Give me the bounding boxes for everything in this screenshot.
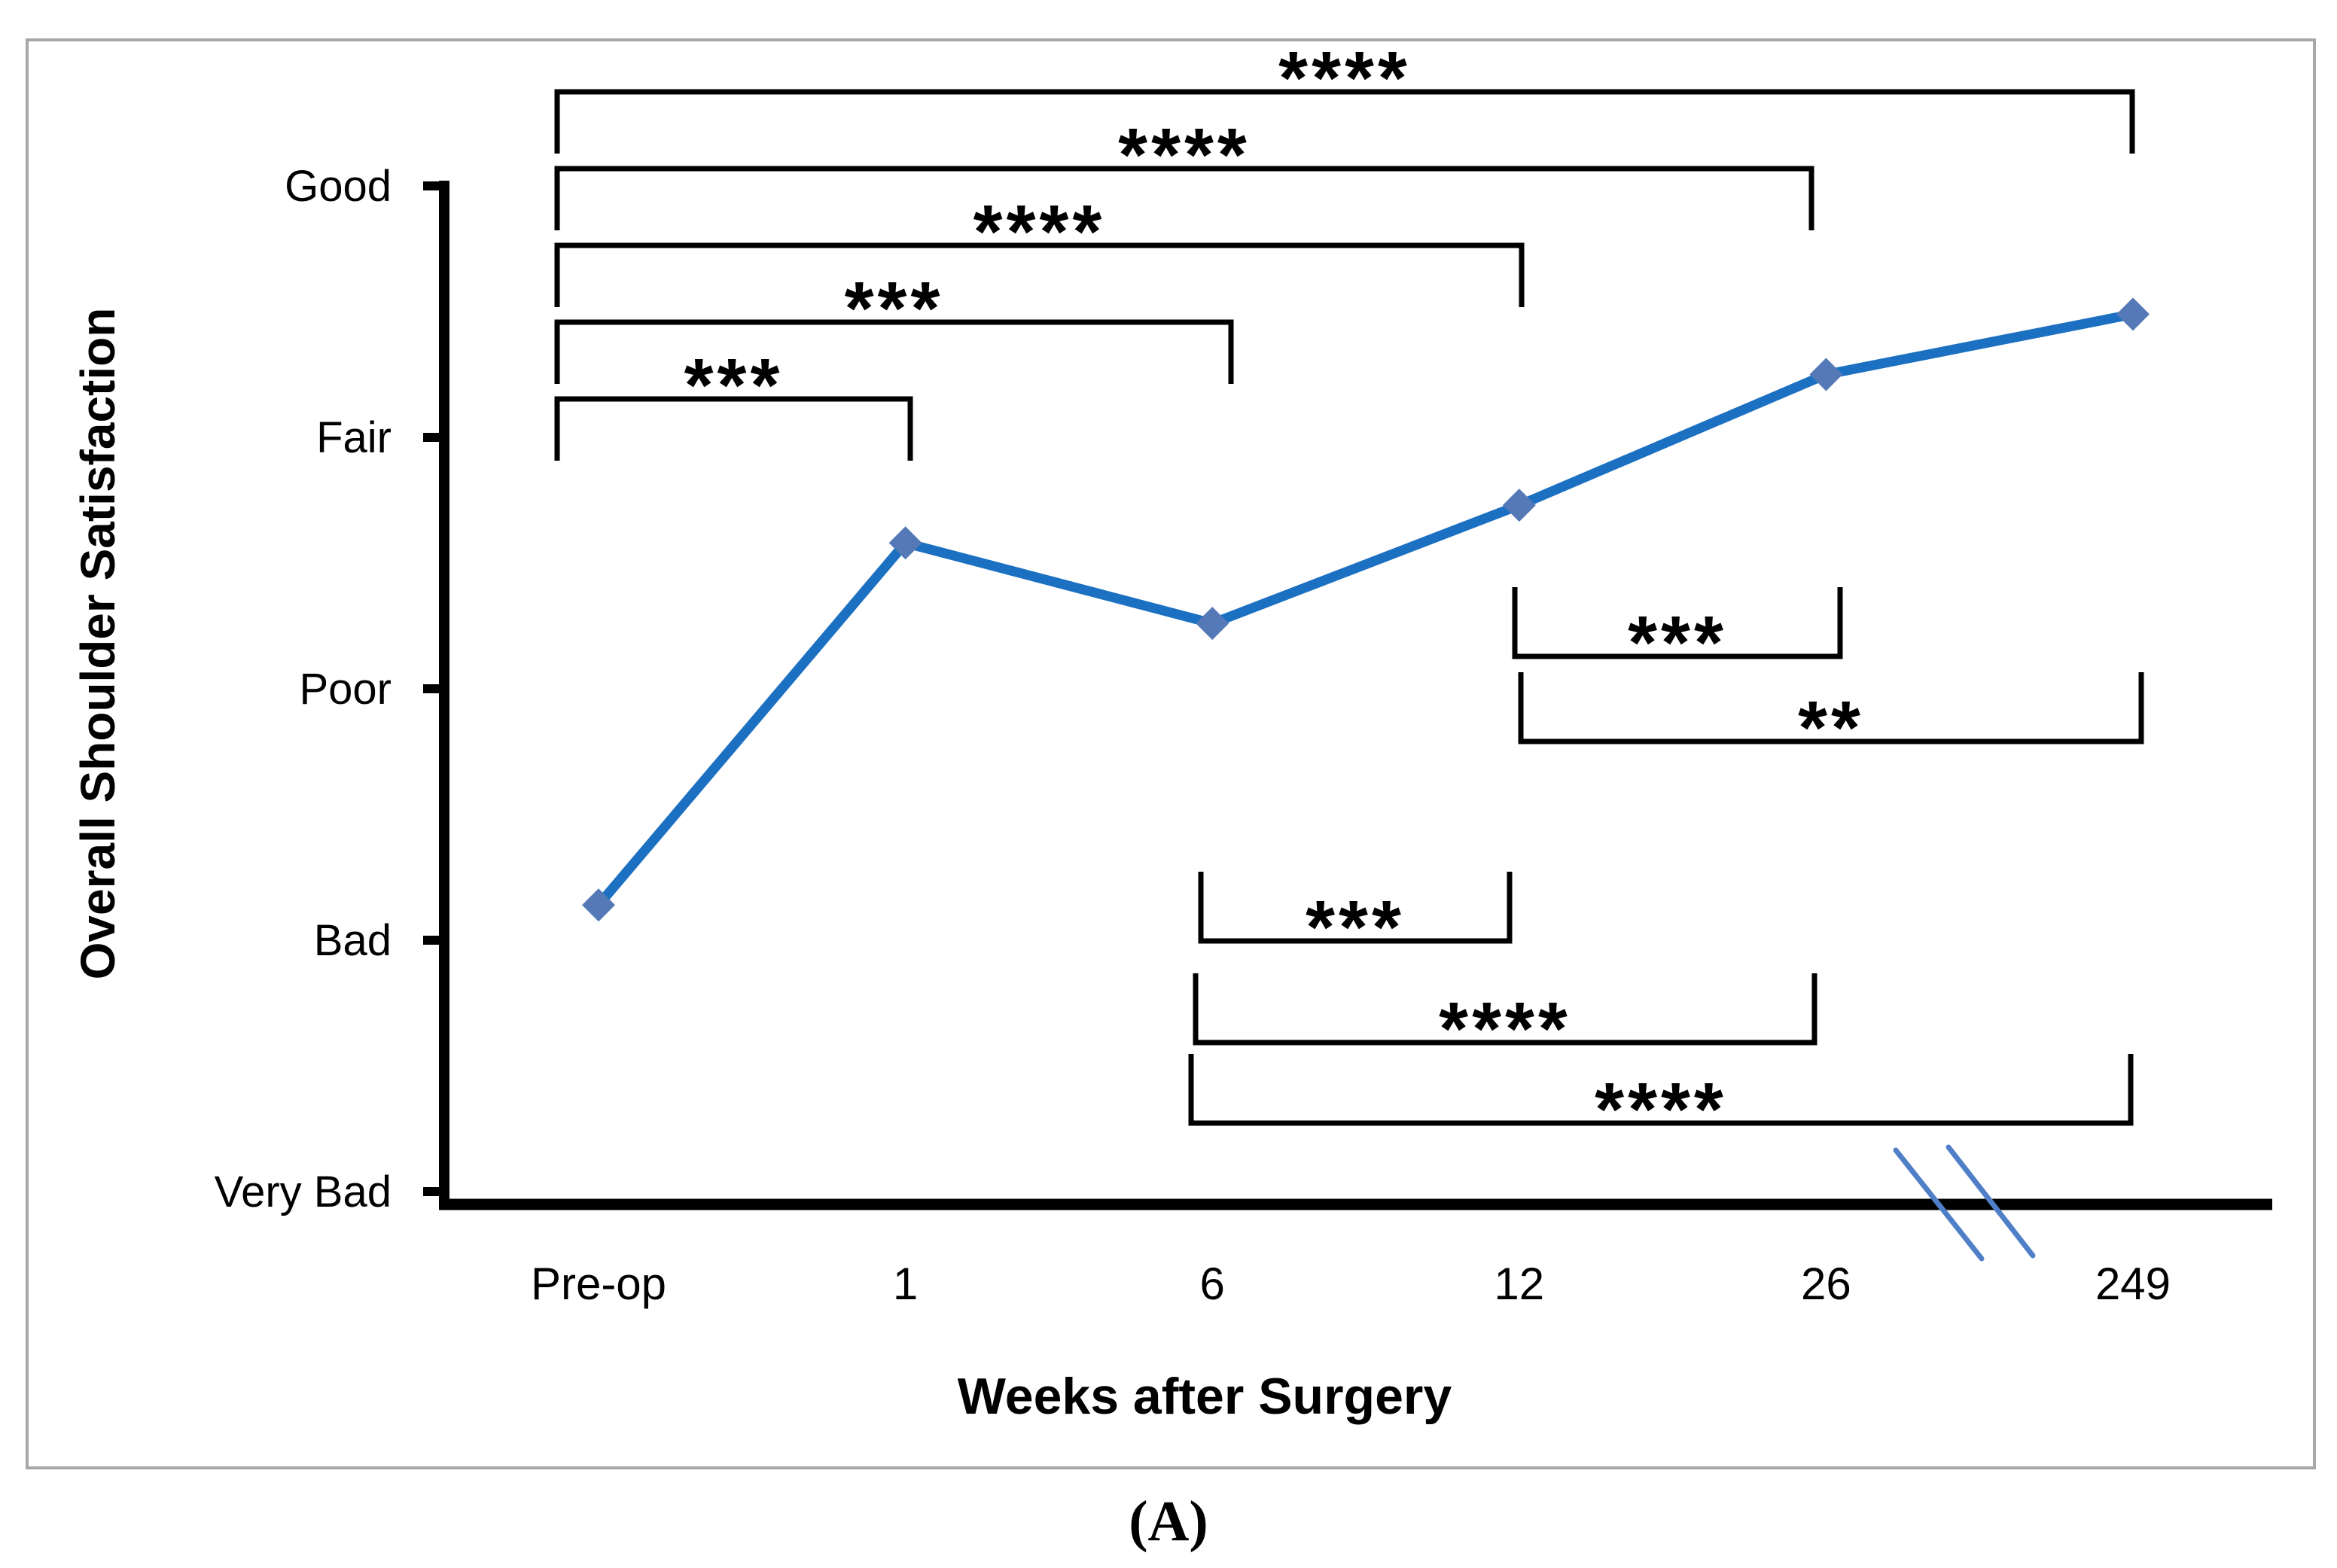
significance-bracket [554, 319, 1234, 384]
data-point-marker [2116, 297, 2150, 331]
series-line [593, 309, 2138, 910]
significance-label: **** [1118, 113, 1251, 197]
x-tick-label: 6 [1200, 1259, 1225, 1309]
data-point-marker [888, 526, 922, 560]
x-tick-label: 12 [1494, 1259, 1544, 1309]
x-tick-label: 26 [1801, 1259, 1851, 1309]
significance-label: ** [1798, 686, 1864, 770]
significance-label: *** [845, 266, 944, 351]
significance-label: **** [1278, 36, 1411, 120]
y-tick-label: Fair [316, 413, 392, 462]
data-point-marker [1196, 607, 1229, 641]
x-tick-label: 1 [893, 1259, 918, 1309]
axes-layer: Very Bad Bad Poor Fair Good Pre-op 1 6 12 26 249 [215, 162, 2272, 1309]
significance-label: **** [1595, 1067, 1727, 1152]
significance-bracket [1198, 872, 1513, 944]
significance-label: *** [684, 343, 784, 428]
data-series-layer [582, 297, 2150, 922]
data-point-marker [1809, 358, 1843, 391]
y-tick-label: Bad [314, 916, 392, 965]
y-tick-label: Very Bad [215, 1168, 392, 1216]
x-axis-title: Weeks after Surgery [958, 1368, 1452, 1425]
y-tick-label: Good [285, 162, 392, 211]
significance-brackets-layer: ********************************** [554, 36, 2144, 1152]
axis-break-slash [1893, 1147, 1985, 1262]
y-axis-title: Overall Shoulder Satisfaction [71, 308, 125, 980]
data-point-marker [582, 888, 615, 922]
significance-bracket [1188, 1054, 2134, 1126]
data-point-marker [1502, 489, 1536, 522]
significance-bracket [554, 166, 1814, 230]
significance-bracket [1512, 587, 1843, 659]
y-tick-label: Poor [299, 665, 392, 714]
significance-label: *** [1306, 885, 1405, 970]
figure-border [26, 38, 2316, 1469]
significance-label: **** [1439, 987, 1571, 1071]
significance-bracket [1193, 973, 1817, 1046]
significance-bracket [1518, 672, 2144, 744]
figure-caption: (A) [1129, 1490, 1208, 1553]
significance-bracket [554, 396, 913, 461]
significance-label: *** [1628, 601, 1727, 685]
significance-label: **** [973, 190, 1106, 274]
axis-break-slash [1945, 1144, 2036, 1259]
x-tick-label: 249 [2095, 1259, 2171, 1309]
x-tick-label: Pre-op [531, 1259, 666, 1309]
significance-bracket [554, 89, 2135, 154]
significance-bracket [554, 242, 1525, 307]
